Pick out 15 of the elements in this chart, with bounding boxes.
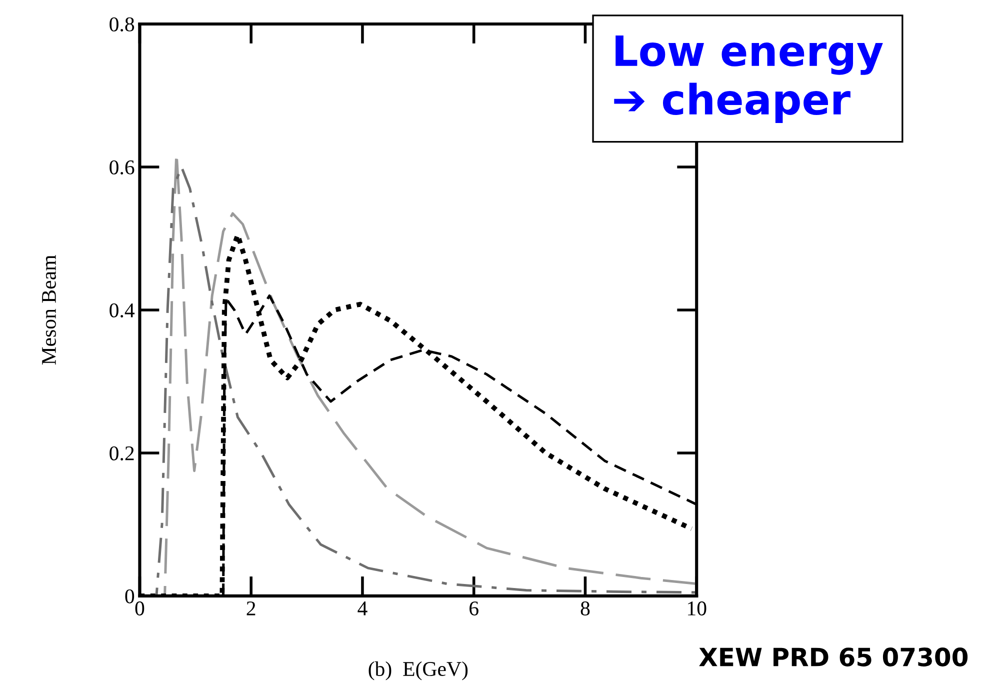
y-tick-label: 0.6 [110,160,134,174]
x-tick-label: 10 [688,601,706,616]
x-tick-label: 8 [580,601,590,616]
x-axis-title: (b) E(GeV) [368,661,468,680]
y-axis-title: Meson Beam [42,255,56,365]
annotation: Low energy ➔ cheaper [614,35,883,124]
y-tick-label: 0 [125,589,134,604]
y-tick-label: 0.8 [110,17,134,32]
x-tick-label: 2 [246,601,256,616]
y-tick-label: 0.4 [110,303,135,318]
text: XEW PRD 65 07300 [699,648,968,666]
x-tick-label: 4 [358,602,368,616]
y-tick-label: 0.2 [110,446,134,460]
x-tick-label: 0 [135,601,144,616]
x-tick-label: 6 [470,601,478,616]
